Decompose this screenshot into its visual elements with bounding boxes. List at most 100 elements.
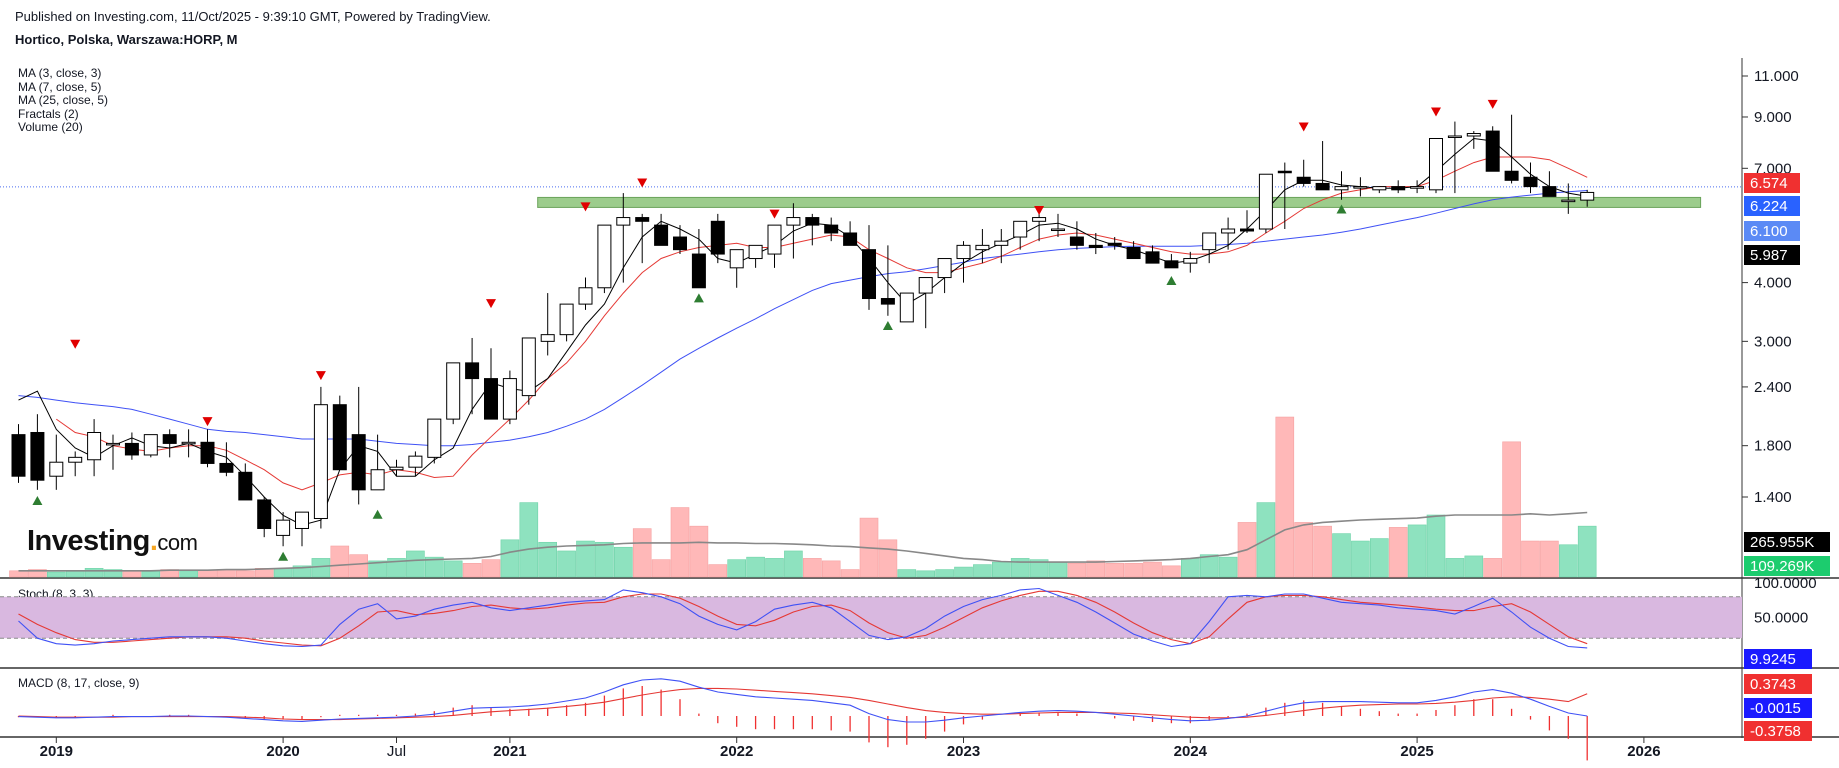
time-tick-label: 2020	[266, 743, 299, 760]
candle-body	[484, 378, 498, 420]
volume-bar	[1218, 556, 1238, 578]
fractal-up-marker	[580, 202, 591, 212]
candle-body	[673, 236, 687, 251]
candle-body	[49, 461, 64, 477]
ticker-title: Hortico, Polska, Warszawa:HORP, M	[15, 32, 238, 47]
candle-body	[1410, 186, 1425, 189]
candle-body	[1523, 176, 1538, 188]
volume-bar	[330, 545, 350, 578]
candle-body	[1391, 186, 1406, 191]
candle-body	[710, 220, 725, 255]
candle-body	[1542, 186, 1557, 197]
candle-body	[200, 441, 215, 464]
price-tick-label: 9.000	[1754, 109, 1792, 126]
volume-bar	[1010, 558, 1030, 578]
legend-fractals[interactable]: Fractals (2)	[18, 106, 79, 121]
price-label-box	[1744, 245, 1800, 265]
volume-bar	[500, 539, 520, 578]
macd-label-box	[1744, 674, 1812, 694]
candle-body	[332, 404, 347, 471]
stoch-value-label: 9.9245	[1750, 651, 1796, 668]
candle-body	[1126, 247, 1141, 260]
candle-body	[1277, 170, 1292, 174]
volume-bar	[1483, 558, 1502, 578]
price-tick-label: 1.800	[1754, 438, 1792, 455]
candle-body	[257, 499, 272, 529]
volume-bar	[765, 558, 784, 578]
fractal-up-marker	[70, 339, 81, 349]
volume-bar	[991, 561, 1011, 578]
macd-label-value: -0.3758	[1750, 723, 1801, 740]
legend-volume[interactable]: Volume (20)	[18, 120, 83, 134]
volume-bar	[802, 558, 822, 578]
volume-bar	[1540, 540, 1559, 578]
volume-bar	[916, 570, 936, 578]
volume-bar	[236, 570, 255, 578]
volume-bar	[1029, 559, 1049, 578]
candle-body	[1051, 228, 1065, 232]
volume-bar	[1407, 524, 1427, 578]
macd-legend[interactable]: MACD (8, 17, close, 9)	[18, 676, 140, 690]
candle-body	[370, 469, 385, 491]
candle-body	[1202, 232, 1217, 251]
candle-body	[181, 441, 196, 445]
volume-bar	[1332, 533, 1351, 578]
legend-ma25[interactable]: MA (25, close, 5)	[18, 93, 109, 107]
candle-body	[597, 224, 612, 289]
candle-body	[502, 378, 517, 420]
candle-body	[1221, 228, 1236, 234]
volume-bar	[1388, 527, 1408, 578]
candle-body	[351, 434, 366, 491]
fractal-up-marker	[1298, 122, 1309, 132]
legend-ma3[interactable]: MA (3, close, 3)	[18, 66, 102, 80]
candle-body	[408, 455, 423, 468]
time-tick-label: 2021	[493, 743, 526, 760]
indicator-legend: MA (3, close, 3) MA (7, close, 5) MA (25…	[18, 66, 109, 135]
support-zone	[537, 196, 1702, 208]
time-tick-label: 2019	[40, 743, 73, 760]
candle-body	[1447, 135, 1462, 138]
volume-bar	[349, 554, 369, 578]
candle-body	[843, 232, 858, 246]
candle-body	[616, 217, 631, 226]
stoch-value-box	[1744, 649, 1812, 669]
candle-body	[786, 217, 801, 226]
volume-bar	[1143, 561, 1162, 578]
ma7-line	[56, 156, 1588, 491]
price-tick-label: 2.400	[1754, 379, 1792, 396]
volume-bar	[632, 528, 652, 578]
volume-bar	[1086, 560, 1106, 578]
macd-label-value: 0.3743	[1750, 676, 1796, 693]
time-tick-label: 2023	[947, 743, 980, 760]
candle-body	[1258, 173, 1273, 230]
candle-body	[427, 418, 442, 458]
candle-body	[824, 224, 839, 234]
candle-body	[1580, 191, 1595, 201]
candle-body	[1372, 186, 1387, 191]
price-label-box	[1744, 221, 1800, 241]
volume-bar	[557, 550, 576, 578]
ma3-line	[18, 137, 1588, 526]
volume-bar	[821, 560, 841, 578]
volume-bar	[46, 571, 66, 578]
candle-body	[1334, 186, 1349, 191]
volume-bar	[689, 525, 709, 578]
legend-ma7[interactable]: MA (7, close, 5)	[18, 79, 102, 94]
stoch-band	[0, 596, 1742, 639]
published-info: Published on Investing.com, 11/Oct/2025 …	[15, 9, 491, 24]
price-label-value: 6.100	[1750, 223, 1788, 240]
volume-bar	[1313, 525, 1332, 578]
price-tick-label: 11.000	[1754, 68, 1799, 85]
macd-line	[18, 678, 1588, 723]
logo-suffix: com	[157, 530, 198, 555]
time-tick-label: 2022	[720, 743, 753, 760]
logo-dot: .	[149, 525, 158, 557]
candle-body	[30, 431, 45, 481]
candle-body	[465, 362, 480, 380]
volume-bar	[1105, 563, 1124, 578]
stoch-tick-label: 100.0000	[1754, 575, 1817, 592]
volume-bar	[1124, 563, 1143, 578]
volume-bar	[538, 541, 558, 578]
volume-bar	[1067, 563, 1087, 578]
